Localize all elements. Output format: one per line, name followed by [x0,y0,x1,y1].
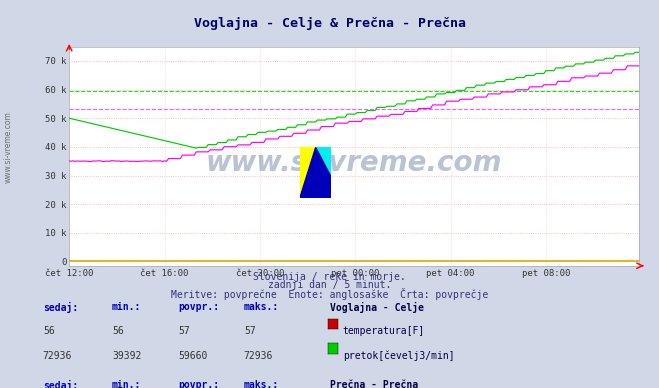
Text: www.si-vreme.com: www.si-vreme.com [3,111,13,184]
Polygon shape [316,147,331,178]
Text: 56: 56 [43,326,55,336]
Text: Meritve: povprečne  Enote: anglosaške  Črta: povprečje: Meritve: povprečne Enote: anglosaške Črt… [171,288,488,300]
Text: 39392: 39392 [112,351,142,361]
Text: 59660: 59660 [178,351,208,361]
Text: 56: 56 [112,326,124,336]
Text: temperatura[F]: temperatura[F] [343,326,425,336]
Text: maks.:: maks.: [244,380,279,388]
Polygon shape [300,147,331,198]
Text: pretok[čevelj3/min]: pretok[čevelj3/min] [343,351,454,361]
Text: 57: 57 [178,326,190,336]
Text: min.:: min.: [112,380,142,388]
Text: Voglajna - Celje: Voglajna - Celje [330,302,424,313]
Text: www.si-vreme.com: www.si-vreme.com [206,149,502,177]
Text: povpr.:: povpr.: [178,380,219,388]
Text: min.:: min.: [112,302,142,312]
Text: Voglajna - Celje & Prečna - Prečna: Voglajna - Celje & Prečna - Prečna [194,17,465,31]
Polygon shape [300,147,316,198]
Text: Slovenija / reke in morje.: Slovenija / reke in morje. [253,272,406,282]
Text: sedaj:: sedaj: [43,380,78,388]
Text: 57: 57 [244,326,256,336]
Text: maks.:: maks.: [244,302,279,312]
Text: Prečna - Prečna: Prečna - Prečna [330,380,418,388]
Text: 72936: 72936 [244,351,273,361]
Text: zadnji dan / 5 minut.: zadnji dan / 5 minut. [268,280,391,290]
Text: 72936: 72936 [43,351,72,361]
Text: sedaj:: sedaj: [43,302,78,313]
Text: povpr.:: povpr.: [178,302,219,312]
